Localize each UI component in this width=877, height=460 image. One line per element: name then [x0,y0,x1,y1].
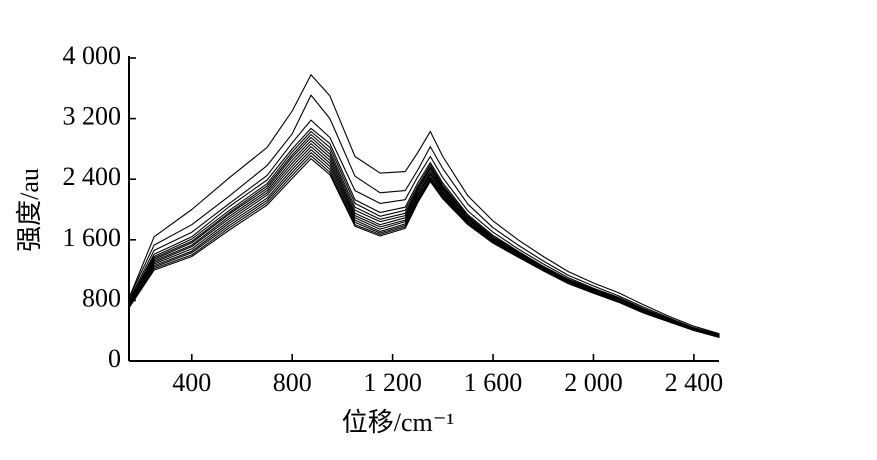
series-layer [128,74,720,338]
x-tick-label: 2 400 [665,368,724,397]
series-line-4 [128,127,720,337]
x-tick-label: 800 [273,368,312,397]
series-line-1 [128,74,720,335]
x-tick-label: 400 [172,368,211,397]
y-tick-label: 1 600 [63,223,122,252]
x-tick-label: 1 200 [363,368,422,397]
y-tick-label: 3 200 [63,102,122,131]
series-line-3 [128,119,720,336]
axes: 0 800 1 600 2 400 3 200 4 000 400 800 1 200 1 600… [63,41,724,397]
y-tick-label: 4 000 [63,41,122,70]
series-line-12 [128,152,720,338]
x-tick-label: 1 600 [464,368,523,397]
x-axis-title: 位移/cm⁻¹ [342,408,455,437]
y-tick-label: 2 400 [63,162,122,191]
series-line-2 [128,94,720,336]
series-line-14 [128,158,720,338]
x-tick-label: 2 000 [564,368,623,397]
y-tick-label: 800 [82,283,121,312]
y-tick-label: 0 [108,344,121,373]
y-axis-title: 强度/au [15,168,44,252]
